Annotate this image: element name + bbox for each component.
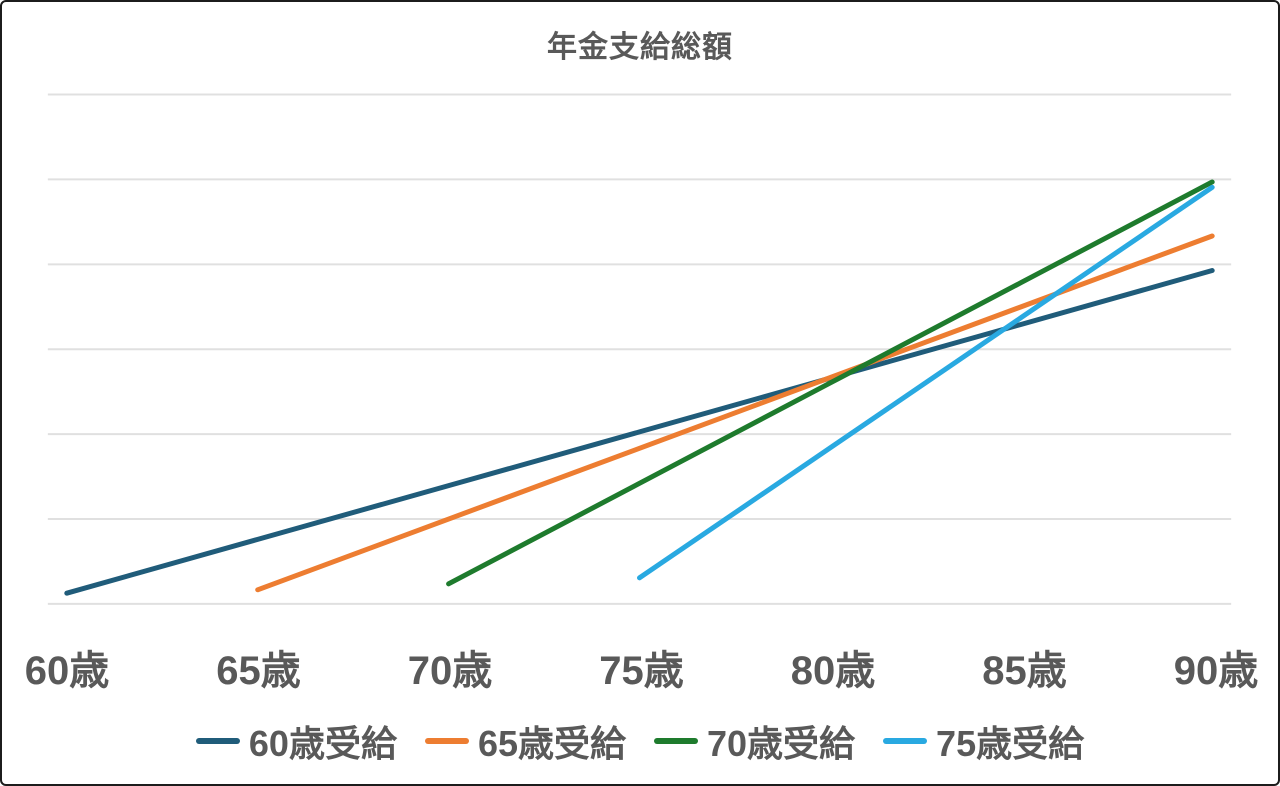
x-tick-label: 90歳 <box>1173 649 1259 693</box>
legend-line-swatch <box>195 738 240 744</box>
legend-item: 60歳受給 <box>195 715 397 767</box>
chart-title: 年金支給総額 <box>547 31 733 64</box>
legend-label: 65歳受給 <box>477 723 626 764</box>
legend-line-swatch <box>424 738 469 744</box>
legend-item: 70歳受給 <box>654 715 855 767</box>
series-line-70 <box>446 179 1215 587</box>
legend-item: 75歳受給 <box>883 715 1084 767</box>
legend-label: 70歳受給 <box>707 723 856 764</box>
x-tick-label: 85歳 <box>982 649 1067 693</box>
series-line-60 <box>64 268 1215 596</box>
x-tick-label: 65歳 <box>216 649 301 693</box>
legend-item: 65歳受給 <box>424 715 626 767</box>
x-tick-label: 70歳 <box>407 649 493 693</box>
x-tick-label: 60歳 <box>24 649 110 693</box>
legend-line-swatch <box>654 738 698 744</box>
legend-label: 60歳受給 <box>248 723 397 764</box>
x-tick-label: 75歳 <box>599 649 684 693</box>
legend-line-swatch <box>883 738 928 744</box>
legend: 60歳受給 65歳受給 70歳受給 75歳受給 <box>2 712 1278 770</box>
x-tick-label: 80歳 <box>790 649 876 693</box>
x-axis: 60歳 65歳 70歳 75歳 80歳 85歳 90歳 <box>2 638 1278 693</box>
series-line-75 <box>637 184 1215 581</box>
series-line-65 <box>255 233 1215 593</box>
legend-label: 75歳受給 <box>936 723 1085 764</box>
